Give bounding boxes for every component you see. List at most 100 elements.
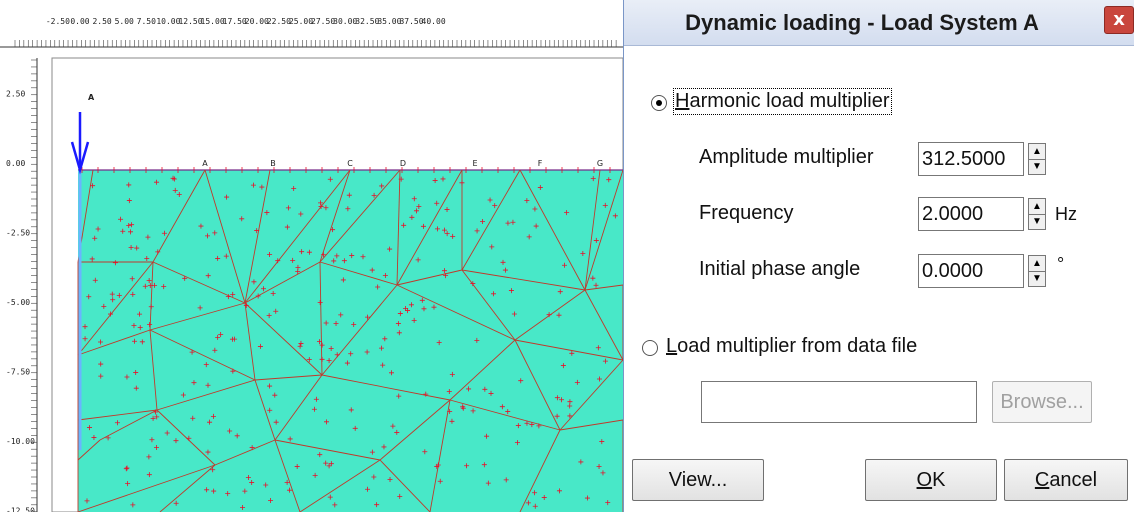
- stress-point: [290, 257, 296, 263]
- stress-point: [212, 347, 218, 353]
- stress-point: [223, 253, 229, 259]
- x-tick-label: 10.00: [156, 17, 180, 26]
- frequency-label: Frequency: [699, 202, 794, 224]
- cancel-button[interactable]: Cancel: [1004, 459, 1128, 501]
- stress-point: [142, 283, 148, 289]
- stress-point: [173, 438, 179, 444]
- phase-angle-spinner[interactable]: ▲ ▼: [1028, 255, 1046, 287]
- ok-button[interactable]: OK: [865, 459, 997, 501]
- stress-point: [105, 435, 111, 441]
- stress-point: [421, 306, 427, 312]
- harmonic-radio-label[interactable]: Harmonic load multiplier: [673, 88, 892, 115]
- close-button[interactable]: x: [1104, 6, 1134, 34]
- mesh-edge: [274, 374, 323, 441]
- stress-point: [255, 293, 261, 299]
- stress-point: [285, 205, 291, 211]
- stress-point: [554, 413, 560, 419]
- spinner-up-icon[interactable]: ▲: [1029, 199, 1045, 215]
- amplitude-spinner[interactable]: ▲ ▼: [1028, 143, 1046, 175]
- stress-point: [311, 406, 317, 412]
- spinner-down-icon[interactable]: ▼: [1032, 216, 1042, 227]
- stress-point: [287, 487, 293, 493]
- stress-point: [365, 486, 371, 492]
- frequency-input[interactable]: 2.0000: [918, 197, 1024, 231]
- dialog-titlebar: Dynamic loading - Load System A x: [624, 0, 1134, 46]
- stress-point: [557, 289, 563, 295]
- stress-point: [240, 505, 246, 511]
- mesh-edge: [204, 169, 246, 304]
- mesh-edge: [321, 284, 398, 376]
- harmonic-radio[interactable]: [651, 95, 667, 111]
- phase-angle-label: Initial phase angle: [699, 258, 861, 280]
- stress-point: [146, 472, 152, 478]
- stress-point: [126, 182, 132, 188]
- stress-point: [505, 220, 511, 226]
- stress-point: [87, 425, 93, 431]
- stress-point: [532, 490, 538, 496]
- y-tick-label: -2.50: [6, 229, 30, 238]
- geometry-canvas[interactable]: -2.50 0.00 2.50 5.00 7.50 10.00 12.50 15.00 17.5…: [0, 0, 623, 512]
- mesh-view[interactable]: -2.50 0.00 2.50 5.00 7.50 10.0012.5015.0017.5…: [0, 0, 623, 512]
- data-file-radio-label[interactable]: Load multiplier from data file: [666, 335, 917, 358]
- stress-point: [595, 345, 601, 351]
- amplitude-input[interactable]: 312.5000: [918, 142, 1024, 176]
- stress-point: [499, 404, 505, 410]
- mesh-edge: [379, 459, 431, 512]
- spinner-down-icon[interactable]: ▼: [1032, 273, 1042, 284]
- mesh-edge: [319, 169, 351, 263]
- stress-point: [172, 187, 178, 193]
- y-tick-label: -7.50: [6, 368, 30, 377]
- stress-point: [125, 481, 131, 487]
- data-file-radio[interactable]: [642, 340, 658, 356]
- stress-point: [124, 465, 130, 471]
- stress-point: [205, 382, 211, 388]
- spinner-up-icon[interactable]: ▲: [1029, 256, 1045, 272]
- stress-point: [556, 312, 562, 318]
- stress-point: [502, 267, 508, 273]
- stress-point: [487, 197, 493, 203]
- stress-point: [371, 192, 377, 198]
- stress-point: [584, 495, 590, 501]
- frequency-spinner[interactable]: ▲ ▼: [1028, 198, 1046, 230]
- stress-point: [150, 415, 156, 421]
- mesh-edge: [99, 409, 158, 441]
- mesh-edge: [321, 374, 451, 401]
- stress-point: [612, 213, 618, 219]
- point-label: A: [202, 159, 208, 168]
- stress-point: [460, 404, 466, 410]
- stress-point: [492, 203, 498, 209]
- stress-point: [345, 206, 351, 212]
- phase-angle-unit: °: [1057, 254, 1065, 274]
- data-file-accesskey: L: [666, 335, 678, 357]
- stress-point: [270, 291, 276, 297]
- mesh-edge: [559, 359, 623, 431]
- stress-point: [249, 445, 255, 451]
- stress-point: [333, 320, 339, 326]
- stress-point: [230, 368, 236, 374]
- stress-point: [332, 502, 338, 508]
- stress-point: [205, 233, 211, 239]
- stress-point: [92, 235, 98, 241]
- point-label: B: [270, 159, 276, 168]
- ok-accesskey: O: [916, 469, 933, 491]
- mesh-edge: [77, 464, 216, 512]
- stress-point: [154, 179, 160, 185]
- spinner-up-icon[interactable]: ▲: [1029, 144, 1045, 160]
- stress-point: [397, 311, 403, 317]
- stress-point: [327, 176, 333, 182]
- stress-point: [481, 462, 487, 468]
- stress-point: [171, 176, 177, 182]
- browse-button[interactable]: Browse...: [992, 381, 1092, 423]
- stress-point: [129, 276, 135, 282]
- stress-point: [294, 464, 300, 470]
- stress-point: [379, 183, 385, 189]
- stress-point: [320, 252, 326, 258]
- view-button[interactable]: View...: [632, 459, 764, 501]
- stress-point: [590, 275, 596, 281]
- phase-angle-input[interactable]: 0.0000: [918, 254, 1024, 288]
- data-file-path-input[interactable]: [701, 381, 977, 423]
- mesh-edge: [274, 439, 301, 512]
- spinner-down-icon[interactable]: ▼: [1032, 161, 1042, 172]
- stress-point: [360, 254, 366, 260]
- stress-point: [139, 339, 145, 345]
